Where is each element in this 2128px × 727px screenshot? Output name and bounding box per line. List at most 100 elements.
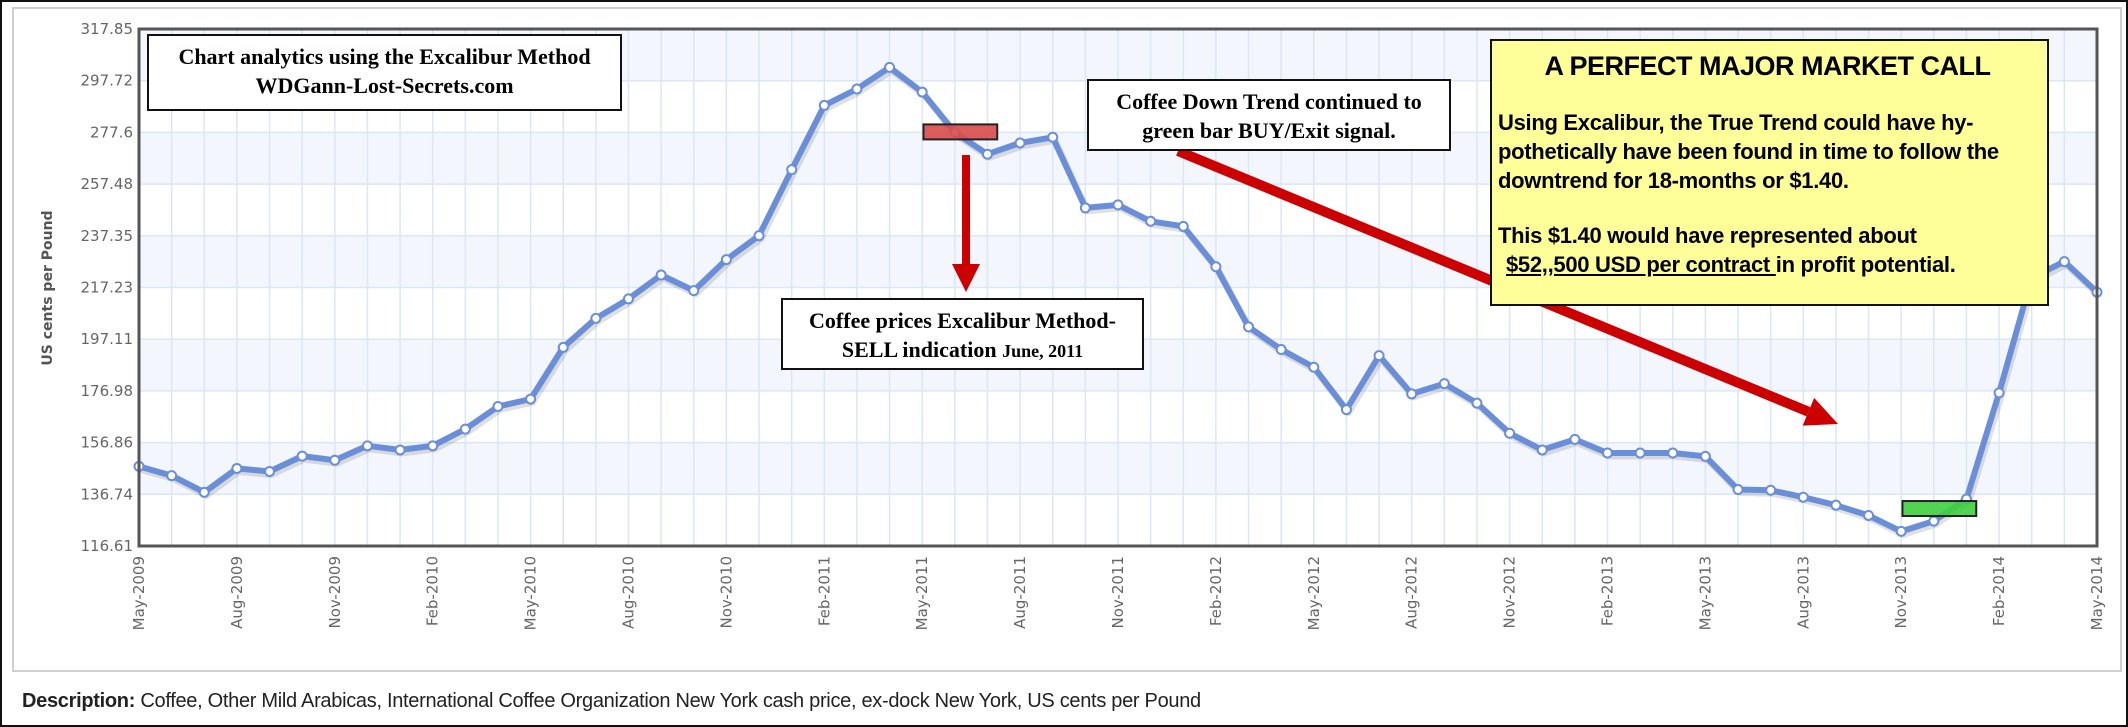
data-point [525, 393, 537, 405]
sell-arrow-head [952, 264, 980, 292]
buy-signal-bar [1901, 500, 1978, 518]
y-tick-label: 197.11 [81, 330, 134, 348]
data-point [1340, 404, 1352, 416]
x-tick-label: Aug-2012 [1403, 556, 1421, 629]
market-call-p1-line-1: Using Excalibur, the True Trend could ha… [1498, 110, 1974, 135]
x-tick-label: May-2014 [2088, 556, 2106, 630]
y-tick-label: 317.85 [81, 20, 134, 38]
data-point [786, 164, 798, 176]
y-tick-label: 116.61 [81, 537, 134, 555]
x-tick-label: Aug-2009 [228, 556, 246, 629]
data-point [492, 401, 504, 413]
data-point [1928, 515, 1940, 527]
data-point [1177, 220, 1189, 232]
description-text: Coffee, Other Mild Arabicas, Internation… [135, 690, 1201, 712]
data-point [720, 254, 732, 266]
x-tick-label: Nov-2010 [717, 556, 735, 628]
downtrend-line-1: Coffee Down Trend continued to [1116, 89, 1422, 114]
y-tick-label: 257.48 [81, 175, 134, 193]
plot-frame [137, 27, 2099, 548]
profit-rest: in profit potential. [1775, 252, 1956, 277]
x-tick-label: Feb-2010 [424, 556, 442, 626]
data-point [1373, 350, 1385, 362]
data-point [1765, 484, 1777, 496]
data-point [1112, 199, 1124, 211]
data-point [231, 462, 243, 474]
data-point [1602, 447, 1613, 459]
data-point [1569, 433, 1581, 445]
x-tick-label: Nov-2009 [326, 556, 344, 628]
y-tick-label: 217.23 [81, 279, 134, 297]
y-axis-title: US cents per Pound [40, 210, 56, 365]
y-tick-label: 176.98 [81, 382, 134, 400]
data-point [198, 486, 210, 498]
data-point [1471, 397, 1483, 409]
x-tick-label: Aug-2011 [1011, 556, 1029, 629]
data-point [1895, 525, 1907, 537]
x-tick-label: May-2011 [913, 556, 931, 630]
data-point [166, 470, 178, 482]
series-points [133, 61, 2103, 537]
brand-annotation: Chart analytics using the Excalibur Meth… [147, 34, 622, 111]
data-point [1047, 131, 1059, 143]
data-point [916, 86, 928, 98]
data-point [1438, 378, 1450, 390]
data-point [1210, 261, 1222, 273]
data-point [296, 450, 308, 462]
data-point [1797, 491, 1809, 503]
data-point [1504, 427, 1516, 439]
x-tick-label: Nov-2012 [1501, 556, 1519, 628]
x-tick-label: May-2012 [1305, 556, 1323, 630]
market-call-paragraph-1: Using Excalibur, the True Trend could ha… [1498, 108, 2037, 195]
x-tick-label: Feb-2011 [815, 556, 833, 626]
x-tick-label: Feb-2012 [1207, 556, 1225, 626]
data-point [1993, 387, 2005, 399]
x-tick-label: Nov-2013 [1892, 556, 1910, 628]
x-tick-label: Feb-2013 [1599, 556, 1617, 626]
data-point [557, 341, 569, 353]
downtrend-arrow-head [1802, 397, 1838, 426]
sell-line-2a: SELL indication [841, 337, 1003, 362]
data-point [1699, 450, 1711, 462]
downtrend-line-2: green bar BUY/Exit signal. [1142, 118, 1396, 143]
market-call-p1-line-2: pothetically have been found in time to … [1498, 139, 1999, 164]
data-point [818, 99, 830, 111]
brand-line-2: WDGann-Lost-Secrets.com [255, 73, 514, 98]
downtrend-annotation: Coffee Down Trend continued to green bar… [1087, 79, 1451, 151]
data-point [459, 423, 471, 435]
x-tick-label: May-2013 [1696, 556, 1714, 630]
data-point [753, 230, 765, 242]
data-point [981, 148, 993, 160]
market-call-p1-line-3: downtrend for 18-months or $1.40. [1498, 168, 1849, 193]
y-tick-label: 237.35 [81, 227, 134, 245]
market-call-title: A PERFECT MAJOR MARKET CALL [1544, 51, 1992, 81]
data-point [1275, 343, 1287, 355]
data-point [1079, 202, 1091, 214]
y-tick-label: 297.72 [81, 72, 134, 90]
data-point [590, 312, 602, 324]
x-tick-label: Feb-2014 [1990, 556, 2008, 626]
y-axis-ticks: 116.61 136.74 156.86 176.98 197.11 217.23 237.… [81, 20, 134, 555]
data-point [623, 293, 634, 305]
brand-line-1: Chart analytics using the Excalibur Meth… [178, 44, 591, 69]
sell-arrow-shaft [962, 155, 970, 267]
y-tick-label: 277.6 [90, 123, 133, 141]
data-point [884, 61, 896, 73]
chart-description: Description: Coffee, Other Mild Arabicas… [22, 690, 1201, 713]
data-point [427, 440, 439, 452]
data-point [1308, 361, 1320, 373]
y-tick-label: 136.74 [81, 485, 134, 503]
data-point [264, 466, 276, 478]
market-call-p2-line-1: This $1.40 would have represented about [1498, 223, 1917, 248]
data-point [851, 83, 863, 95]
data-point [1243, 321, 1255, 333]
data-point [1732, 484, 1744, 496]
data-point [1830, 499, 1842, 511]
data-point [394, 444, 406, 456]
market-call-paragraph-2: This $1.40 would have represented about … [1498, 221, 2037, 279]
sell-line-2: SELL indication June, 2011 [783, 335, 1142, 366]
profit-amount: $52,,500 USD per contract [1506, 252, 1776, 277]
x-tick-label: May-2010 [522, 556, 540, 630]
x-axis-ticks: May-2009 Aug-2009 Nov-2009 Feb-2010 May-2010… [130, 556, 2106, 630]
data-point [1634, 447, 1646, 459]
